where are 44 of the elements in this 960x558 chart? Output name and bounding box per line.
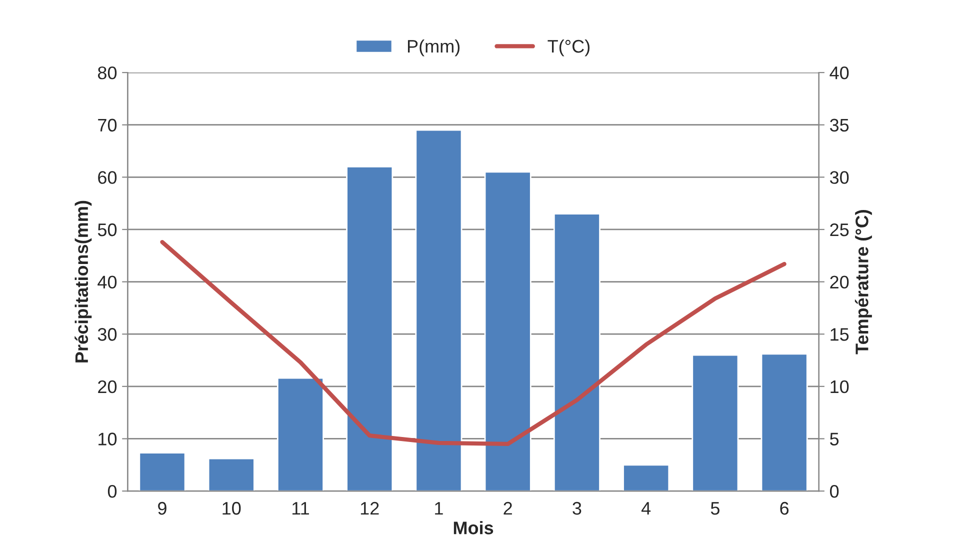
- x-tick-label: 4: [641, 502, 651, 515]
- x-tick-label: 11: [292, 502, 309, 515]
- y-tick-label: 40: [98, 276, 117, 289]
- x-tick-label: 6: [780, 502, 789, 515]
- y2-tick-label: 25: [830, 223, 849, 236]
- x-tick-label: 3: [572, 502, 582, 515]
- y-tick-label: 10: [98, 432, 117, 446]
- y-tick-label: 0: [108, 484, 117, 498]
- y-tick-label: 70: [98, 118, 117, 132]
- bar: [484, 171, 532, 492]
- y-tick-label: 20: [98, 380, 117, 394]
- bar: [276, 377, 324, 492]
- y2-tick-label: 0: [830, 484, 839, 498]
- bar: [760, 353, 808, 492]
- bar: [138, 452, 186, 492]
- x-tick-label: 12: [360, 502, 379, 515]
- bar: [346, 166, 394, 492]
- y-tick-label: 50: [98, 223, 117, 236]
- legend-label: P(mm): [408, 39, 460, 56]
- y2-tick-label: 35: [830, 118, 849, 132]
- y2-tick-label: 30: [830, 171, 849, 184]
- y2-tick-label: 15: [830, 328, 849, 341]
- y2-tick-label: 10: [830, 380, 849, 394]
- bar: [553, 213, 600, 492]
- line-series: [160, 240, 786, 446]
- legend-label: T(°C): [548, 39, 590, 56]
- bar: [415, 129, 462, 492]
- x-axis-title: Mois: [454, 521, 494, 534]
- bar: [208, 458, 255, 492]
- y2-tick-label: 40: [830, 66, 849, 80]
- bar: [692, 354, 739, 492]
- bar: [622, 464, 670, 492]
- y2-tick-label: 5: [830, 432, 839, 446]
- y2-tick-label: 20: [830, 276, 849, 289]
- y2-axis-title: Température (°C): [854, 210, 872, 354]
- y-tick-label: 60: [98, 171, 117, 184]
- y-tick-label: 80: [98, 66, 117, 80]
- y-axis-title: Précipitations(mm): [74, 200, 92, 362]
- x-tick-label: 2: [504, 502, 512, 515]
- x-tick-label: 5: [710, 502, 720, 515]
- y-tick-label: 30: [98, 328, 117, 341]
- x-tick-label: 1: [435, 502, 443, 515]
- x-tick-label: 9: [158, 502, 166, 515]
- x-tick-label: 10: [222, 502, 241, 515]
